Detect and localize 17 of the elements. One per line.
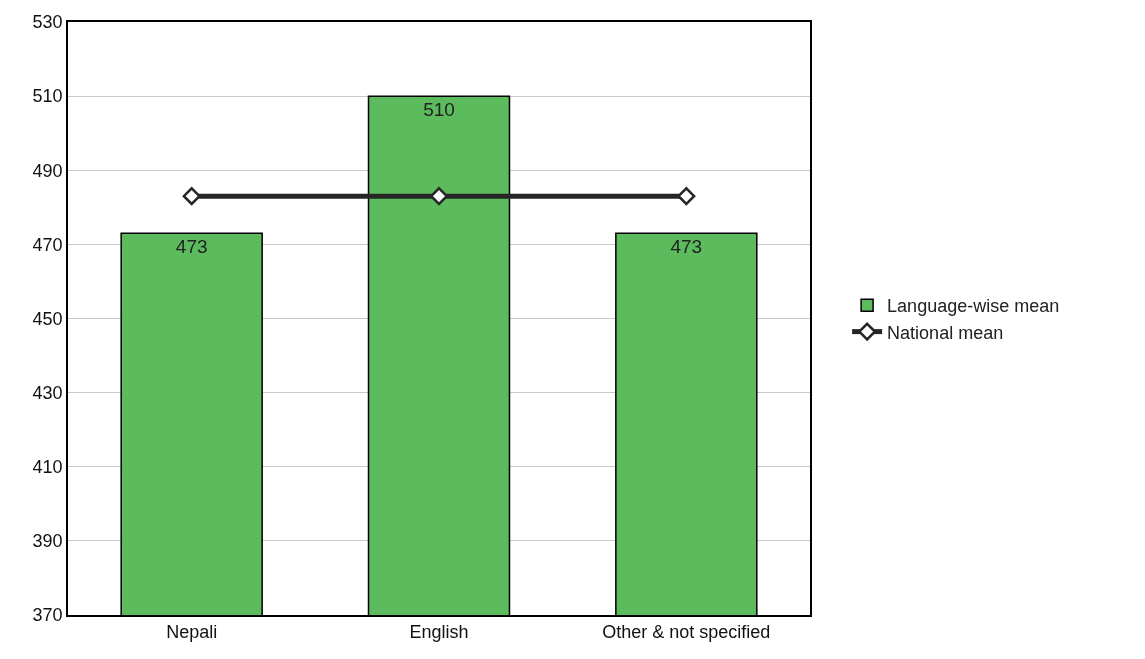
y-tick-label: 490	[32, 160, 63, 181]
x-tick-label: Other & not specified	[602, 622, 771, 643]
data-label: 510	[423, 99, 455, 121]
y-tick-label: 370	[32, 605, 63, 626]
y-tick-label: 470	[32, 234, 63, 255]
legend-label: National mean	[887, 322, 1004, 343]
data-label: 473	[670, 236, 703, 258]
data-label: 473	[175, 236, 208, 258]
x-tick-label: English	[409, 622, 469, 643]
legend-label: Language-wise mean	[887, 296, 1060, 317]
x-tick-label: Nepali	[166, 622, 218, 643]
y-tick-label: 510	[32, 86, 63, 107]
y-tick-label: 390	[32, 531, 63, 552]
y-tick-label: 530	[32, 12, 63, 33]
y-tick-label: 410	[32, 457, 63, 478]
y-tick-label: 430	[32, 382, 63, 403]
y-tick-label: 450	[32, 308, 63, 329]
